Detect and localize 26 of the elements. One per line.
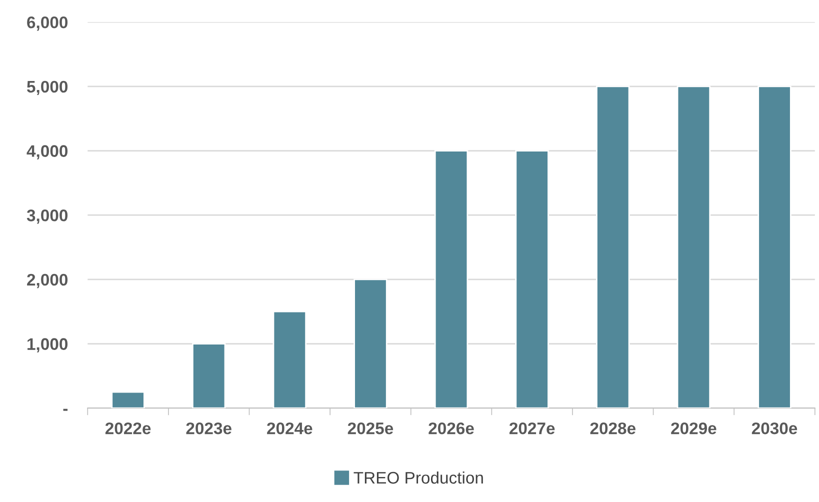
y-tick-label: 4,000 xyxy=(26,145,68,160)
bar xyxy=(515,150,549,408)
x-tick-label: 2030e xyxy=(752,422,798,434)
bar xyxy=(272,310,307,408)
x-tick-label: 2029e xyxy=(671,422,716,434)
y-tick-label: - xyxy=(63,408,68,411)
y-tick-label: 6,000 xyxy=(27,16,68,31)
y-tick-label: 3,000 xyxy=(26,210,68,224)
y-tick-label: 5,000 xyxy=(27,80,68,96)
x-tick-label: 2023e xyxy=(186,422,232,434)
y-tick-label: 1,000 xyxy=(28,338,68,352)
x-tick-label: 2024e xyxy=(267,422,312,434)
bar xyxy=(596,86,630,408)
bar xyxy=(676,86,711,408)
bar xyxy=(192,343,226,408)
x-tick-label: 2026e xyxy=(428,422,474,434)
bar xyxy=(758,86,792,408)
y-tick-label: 2,000 xyxy=(27,274,68,288)
x-tick-label: 2027e xyxy=(509,422,555,434)
legend-label: TREO Production xyxy=(354,471,483,484)
bar xyxy=(354,278,388,408)
x-tick-label: 2028e xyxy=(590,422,636,434)
bar xyxy=(434,150,468,408)
bar xyxy=(111,391,145,408)
x-tick-label: 2025e xyxy=(348,422,394,434)
x-tick-label: 2022e xyxy=(105,422,151,434)
